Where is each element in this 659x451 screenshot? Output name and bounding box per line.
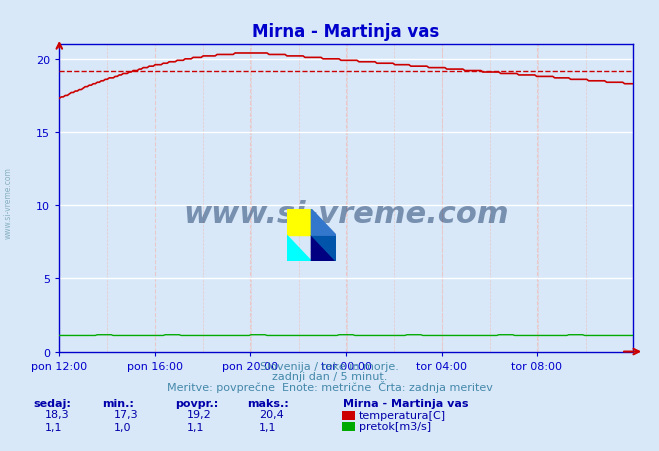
Text: maks.:: maks.: xyxy=(247,398,289,408)
Text: 18,3: 18,3 xyxy=(45,410,69,419)
Text: Mirna - Martinja vas: Mirna - Martinja vas xyxy=(343,398,468,408)
Text: 1,0: 1,0 xyxy=(114,422,132,432)
Text: 19,2: 19,2 xyxy=(186,410,212,419)
Text: zadnji dan / 5 minut.: zadnji dan / 5 minut. xyxy=(272,371,387,381)
Text: www.si-vreme.com: www.si-vreme.com xyxy=(3,167,13,239)
Text: pretok[m3/s]: pretok[m3/s] xyxy=(359,421,431,431)
Text: 20,4: 20,4 xyxy=(259,410,284,419)
Text: povpr.:: povpr.: xyxy=(175,398,218,408)
Polygon shape xyxy=(287,235,312,262)
Bar xyxy=(287,210,312,235)
Text: 17,3: 17,3 xyxy=(114,410,138,419)
Text: Meritve: povprečne  Enote: metrične  Črta: zadnja meritev: Meritve: povprečne Enote: metrične Črta:… xyxy=(167,381,492,393)
Polygon shape xyxy=(312,210,336,235)
Text: temperatura[C]: temperatura[C] xyxy=(359,410,446,420)
Polygon shape xyxy=(312,235,336,262)
Text: sedaj:: sedaj: xyxy=(33,398,71,408)
Title: Mirna - Martinja vas: Mirna - Martinja vas xyxy=(252,23,440,41)
Text: min.:: min.: xyxy=(102,398,134,408)
Text: 1,1: 1,1 xyxy=(45,422,63,432)
Polygon shape xyxy=(312,235,336,262)
Text: www.si-vreme.com: www.si-vreme.com xyxy=(183,199,509,228)
Text: 1,1: 1,1 xyxy=(259,422,277,432)
Text: 1,1: 1,1 xyxy=(186,422,204,432)
Text: Slovenija / reke in morje.: Slovenija / reke in morje. xyxy=(260,361,399,371)
